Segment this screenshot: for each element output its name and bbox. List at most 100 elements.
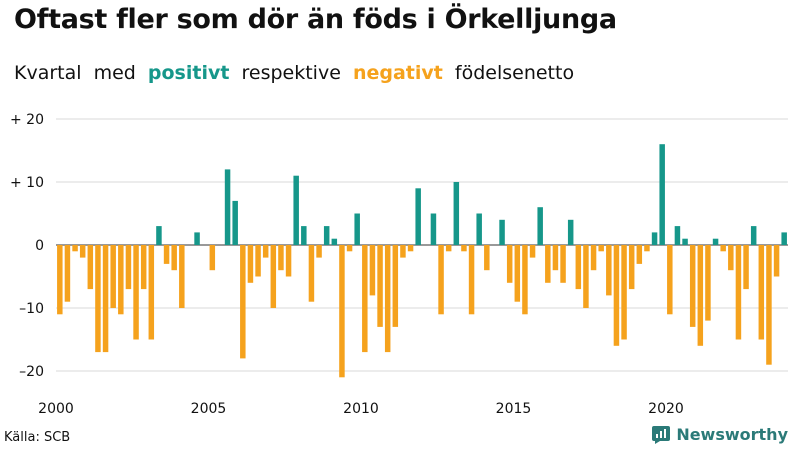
bar-positive <box>415 188 421 245</box>
bar-positive <box>659 144 665 245</box>
x-tick-label: 2000 <box>38 401 74 417</box>
newsworthy-icon <box>652 425 671 444</box>
y-tick-label: + 10 <box>10 175 44 191</box>
bar-positive <box>156 226 162 245</box>
bar-positive <box>331 238 338 245</box>
bar-negative <box>628 245 635 290</box>
bar-negative <box>339 245 345 378</box>
bar-negative <box>773 245 780 277</box>
bar-negative <box>171 245 177 271</box>
bar-negative <box>316 245 322 258</box>
subtitle-positive-label: positivt <box>147 62 230 84</box>
bar-negative <box>758 245 765 340</box>
bar-positive <box>354 213 360 245</box>
bar-positive <box>781 232 787 245</box>
bar-negative <box>57 245 63 315</box>
bar-positive <box>453 182 460 245</box>
bar-positive <box>712 238 719 245</box>
bar-negative <box>64 245 71 302</box>
bar-negative <box>461 245 467 252</box>
bar-positive <box>567 219 574 245</box>
bar-negative <box>606 245 612 296</box>
bar-positive <box>476 213 482 245</box>
bar-negative <box>148 245 155 340</box>
bar-negative <box>163 245 170 264</box>
bar-negative <box>720 245 726 252</box>
x-tick-label: 2015 <box>496 401 532 417</box>
brand-logo: Newsworthy <box>652 425 788 444</box>
x-tick-label: 2005 <box>191 401 227 417</box>
gridlines <box>56 118 788 372</box>
bar-negative <box>247 245 254 283</box>
bar-positive <box>232 200 238 245</box>
y-tick-label: –20 <box>19 364 44 380</box>
bar-positive <box>674 226 681 245</box>
bar-negative <box>102 245 109 353</box>
brand-name: Newsworthy <box>676 425 788 444</box>
bar-positive <box>194 232 200 245</box>
bar-negative <box>79 245 86 258</box>
bar-positive <box>537 207 543 245</box>
bar-negative <box>262 245 269 258</box>
bar-negative <box>384 245 391 353</box>
bar-negative <box>552 245 559 271</box>
subtitle-word-birth-net: födelsenetto <box>454 62 575 84</box>
bar-negative <box>362 245 368 353</box>
subtitle-word-with: med <box>93 62 136 84</box>
bar-negative <box>697 245 704 346</box>
y-axis-labels: + 20 + 10 0 –10 –20 <box>10 112 44 380</box>
bar-negative <box>621 245 627 340</box>
bar-negative <box>377 245 383 327</box>
bar-negative <box>179 245 185 308</box>
bar-negative <box>560 245 566 283</box>
chart-title: Oftast fler som dör än föds i Örkelljung… <box>14 4 617 35</box>
bar-negative <box>636 245 643 264</box>
bar-negative <box>468 245 475 315</box>
subtitle-word-respectively: respektive <box>241 62 341 84</box>
y-tick-label: –10 <box>19 301 44 317</box>
bar-negative <box>209 245 216 271</box>
bar-negative <box>689 245 696 327</box>
bar-negative <box>110 245 116 308</box>
y-tick-label: + 20 <box>10 112 44 128</box>
bar-negative <box>270 245 277 308</box>
bar-negative <box>529 245 536 258</box>
bar-positive <box>430 213 437 245</box>
bar-negative <box>743 245 749 290</box>
bar-negative <box>705 245 711 321</box>
source-note: Källa: SCB <box>4 430 71 445</box>
bar-negative <box>590 245 597 271</box>
bar-negative <box>445 245 452 252</box>
bar-negative <box>766 245 772 365</box>
bar-negative <box>346 245 353 252</box>
bar-positive <box>301 226 307 245</box>
bar-negative <box>400 245 406 258</box>
bar-negative <box>484 245 490 271</box>
bar-positive <box>293 175 299 245</box>
bar-negative <box>506 245 513 283</box>
chart-subtitle: Kvartal med positivt respektive negativt… <box>14 62 574 84</box>
bar-negative <box>644 245 650 252</box>
bar-negative <box>667 245 673 315</box>
bar-negative <box>125 245 132 290</box>
x-tick-label: 2020 <box>648 401 684 417</box>
bar-negative <box>118 245 124 315</box>
bar-positive <box>750 226 757 245</box>
x-axis-labels: 2000 2005 2010 2015 2020 <box>38 401 684 417</box>
bars <box>57 144 787 378</box>
bar-negative <box>728 245 734 271</box>
bar-negative <box>514 245 521 302</box>
bar-negative <box>545 245 551 283</box>
y-tick-label: 0 <box>35 238 44 254</box>
bar-negative <box>598 245 604 252</box>
bar-positive <box>651 232 658 245</box>
bar-negative <box>308 245 315 302</box>
bar-negative <box>255 245 261 277</box>
bar-negative <box>140 245 147 290</box>
x-tick-label: 2010 <box>343 401 379 417</box>
bar-negative <box>575 245 582 290</box>
bar-positive <box>682 238 688 245</box>
subtitle-negative-label: negativt <box>352 62 443 84</box>
bar-negative <box>735 245 742 340</box>
